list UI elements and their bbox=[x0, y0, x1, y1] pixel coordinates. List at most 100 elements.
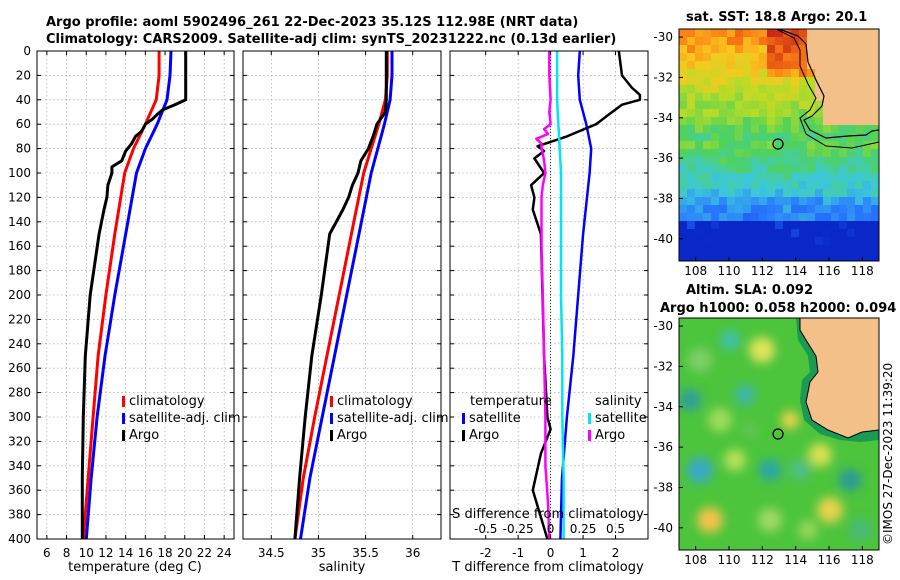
t-difference-xtick-label: -2 bbox=[480, 546, 492, 560]
salinity-argo-legend-label: Argo bbox=[337, 428, 367, 443]
salinity-panel: 34.5 35 35.5 36 climatology satellite-adj. c… bbox=[242, 50, 449, 575]
temperature-climatology-swatch bbox=[122, 396, 125, 407]
depth-tick-label: 240 bbox=[8, 337, 31, 351]
sla-map: 108 110 112 114 116 118 -30 -32 -34 -36 -38 -40 bbox=[653, 317, 880, 567]
salinity-argo-swatch bbox=[330, 430, 333, 441]
salinity-xtick-label: 36 bbox=[405, 546, 420, 560]
s-difference-satellite-line bbox=[555, 51, 565, 539]
salinity-xtick-label: 34.5 bbox=[258, 546, 285, 560]
argo-float-marker-sla bbox=[772, 428, 784, 440]
temperature-xtick-label: 8 bbox=[63, 546, 71, 560]
legend-temperature-title: temperature bbox=[470, 394, 552, 409]
depth-tick-label: 0 bbox=[23, 44, 31, 58]
temperature-xtick-label: 16 bbox=[138, 546, 153, 560]
depth-tick-label: 140 bbox=[8, 215, 31, 229]
t-difference-satellite-line bbox=[559, 51, 593, 539]
depth-tick-label: 280 bbox=[8, 386, 31, 400]
temperature-climatology-legend-label: climatology bbox=[129, 394, 205, 409]
s-difference-satellite-legend-label: satellite bbox=[595, 411, 647, 426]
s-difference-tick-label: -0.5 bbox=[474, 522, 497, 536]
temperature-xtick-label: 22 bbox=[197, 546, 212, 560]
map-lon-tick-label: 108 bbox=[684, 553, 707, 567]
depth-tick-label: 260 bbox=[8, 361, 31, 375]
temperature-argo-legend-label: Argo bbox=[129, 428, 159, 443]
t-difference-xtick-label: 1 bbox=[579, 546, 587, 560]
difference-panel: -2 -1 0 1 2 -0.5 -0.25 0 0.25 0.5 temperature sali… bbox=[449, 50, 649, 575]
sst-map-title: sat. SST: 18.8 Argo: 20.1 bbox=[686, 10, 868, 25]
argo-float-marker-sst bbox=[772, 138, 784, 150]
temperature-satellite-swatch bbox=[122, 413, 125, 424]
depth-tick-label: 60 bbox=[16, 117, 31, 131]
depth-tick-label: 400 bbox=[8, 532, 31, 546]
t-difference-xtick-label: -1 bbox=[512, 546, 524, 560]
map-lat-tick-label: -36 bbox=[653, 440, 673, 454]
temperature-xtick-label: 6 bbox=[43, 546, 51, 560]
sst-coastline bbox=[778, 29, 879, 139]
depth-tick-label: 200 bbox=[8, 288, 31, 302]
map-lon-tick-label: 114 bbox=[784, 553, 807, 567]
salinity-xlabel: salinity bbox=[319, 560, 366, 575]
map-lat-tick-label: -30 bbox=[653, 319, 673, 333]
sst-map: 108 110 112 114 116 118 -30 -32 -34 -36 -38 -40 bbox=[653, 28, 880, 278]
map-lat-tick-label: -32 bbox=[653, 70, 673, 84]
depth-tick-label: 80 bbox=[16, 142, 31, 156]
t-difference-argo-legend-label: Argo bbox=[469, 428, 499, 443]
temperature-xlabel: temperature (deg C) bbox=[68, 560, 202, 575]
temperature-xtick-label: 14 bbox=[118, 546, 133, 560]
map-lon-tick-label: 108 bbox=[684, 264, 707, 278]
temperature-xtick-label: 10 bbox=[79, 546, 94, 560]
salinity-argo-line bbox=[293, 51, 388, 539]
map-lon-tick-label: 110 bbox=[718, 264, 741, 278]
map-lat-tick-label: -30 bbox=[653, 30, 673, 44]
t-difference-xtick-label: 0 bbox=[547, 546, 555, 560]
depth-tick-label: 380 bbox=[8, 508, 31, 522]
salinity-xtick-label: 35 bbox=[311, 546, 326, 560]
s-difference-argo-line bbox=[535, 51, 552, 539]
temperature-argo-swatch bbox=[122, 430, 125, 441]
map-lon-tick-label: 118 bbox=[851, 264, 874, 278]
t-difference-satellite-swatch bbox=[462, 413, 465, 424]
sla-land bbox=[800, 318, 879, 438]
map-lat-tick-label: -38 bbox=[653, 191, 673, 205]
t-difference-argo-swatch bbox=[462, 430, 465, 441]
map-lat-tick-label: -40 bbox=[653, 521, 673, 535]
map-lon-tick-label: 116 bbox=[818, 264, 841, 278]
temperature-xtick-label: 24 bbox=[217, 546, 232, 560]
legend-salinity-title: salinity bbox=[595, 394, 642, 409]
map-lat-tick-label: -40 bbox=[653, 232, 673, 246]
temperature-argo-line bbox=[80, 51, 188, 539]
s-difference-tick-label: 0.5 bbox=[606, 522, 625, 536]
s-difference-tick-label: 0 bbox=[547, 522, 555, 536]
salinity-satellite-legend-label: satellite-adj. clim bbox=[337, 411, 449, 426]
t-difference-argo-line bbox=[529, 51, 642, 539]
temperature-xtick-label: 20 bbox=[177, 546, 192, 560]
sst-shelf-contour bbox=[775, 29, 879, 149]
map-lon-tick-label: 110 bbox=[718, 553, 741, 567]
map-lat-tick-label: -32 bbox=[653, 359, 673, 373]
s-difference-satellite-swatch bbox=[588, 413, 591, 424]
depth-tick-label: 220 bbox=[8, 312, 31, 326]
sla-map-title-2: Argo h1000: 0.058 h2000: 0.094 bbox=[660, 301, 897, 316]
salinity-satellite-line bbox=[299, 51, 394, 539]
s-difference-label: S difference from climatology bbox=[452, 507, 644, 522]
depth-tick-label: 20 bbox=[16, 68, 31, 82]
map-lat-tick-label: -34 bbox=[653, 400, 673, 414]
figure-title-line2: Climatology: CARS2009. Satellite-adj cli… bbox=[46, 32, 617, 47]
temperature-xtick-label: 18 bbox=[157, 546, 172, 560]
s-difference-argo-swatch bbox=[588, 430, 591, 441]
t-difference-xtick-label: 2 bbox=[612, 546, 620, 560]
s-difference-tick-label: 0.25 bbox=[570, 522, 597, 536]
depth-tick-label: 160 bbox=[8, 239, 31, 253]
map-lat-tick-label: -34 bbox=[653, 111, 673, 125]
depth-tick-label: 40 bbox=[16, 93, 31, 107]
depth-tick-label: 100 bbox=[8, 166, 31, 180]
map-lon-tick-label: 116 bbox=[818, 553, 841, 567]
temperature-climatology-line bbox=[81, 51, 161, 539]
s-difference-argo-legend-label: Argo bbox=[595, 428, 625, 443]
temperature-panel: 6 8 10 12 14 16 18 20 22 240204060801001201401601… bbox=[8, 44, 241, 575]
sla-coastline bbox=[799, 318, 879, 439]
map-lat-tick-label: -38 bbox=[653, 480, 673, 494]
map-lon-tick-label: 112 bbox=[751, 553, 774, 567]
t-difference-xlabel: T difference from climatology bbox=[451, 560, 644, 575]
